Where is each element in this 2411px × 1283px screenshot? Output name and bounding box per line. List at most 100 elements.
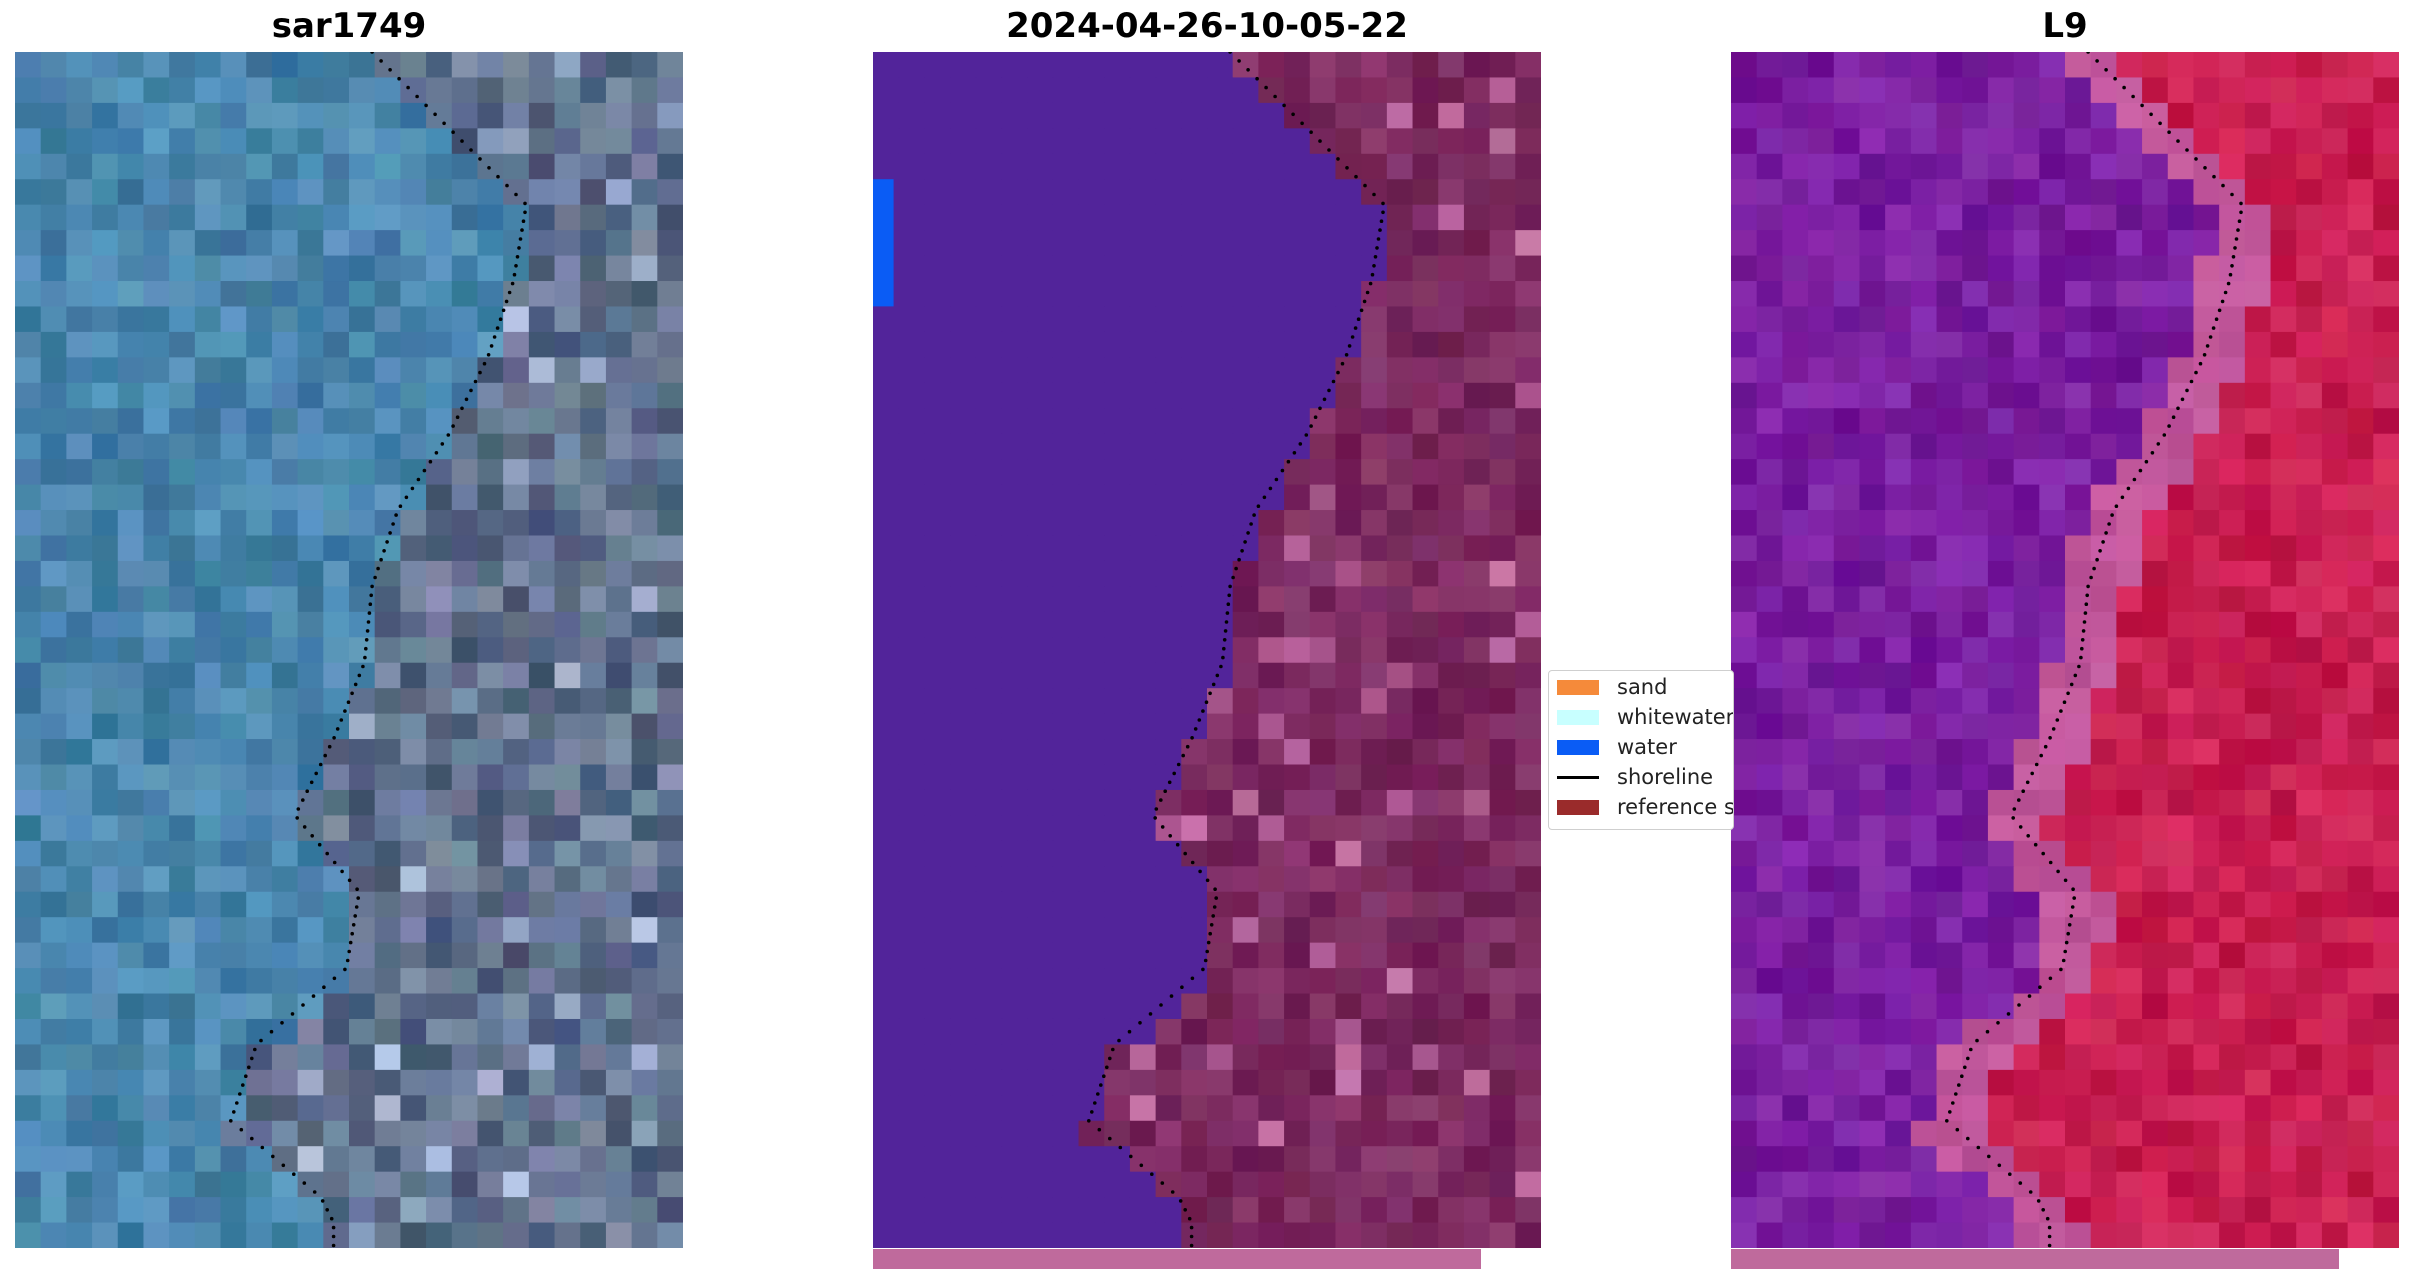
image-pixel	[1910, 484, 1938, 511]
image-pixel	[15, 281, 42, 308]
image-pixel	[220, 917, 247, 944]
image-pixel	[1489, 713, 1516, 740]
image-pixel	[1207, 459, 1234, 486]
image-pixel	[426, 179, 453, 206]
image-pixel	[2090, 459, 2117, 486]
shoreline-dot	[2047, 1234, 2052, 1239]
image-pixel	[194, 789, 222, 817]
image-pixel	[2142, 739, 2169, 766]
image-pixel	[297, 713, 324, 740]
image-pixel	[605, 1095, 633, 1122]
shoreline-dot	[1159, 1003, 1163, 1007]
image-pixel	[1936, 128, 1963, 155]
shoreline-dot	[394, 513, 398, 517]
image-pixel	[503, 1146, 530, 1173]
image-pixel	[66, 789, 93, 817]
image-pixel	[1001, 1018, 1028, 1046]
image-pixel	[15, 942, 42, 969]
image-pixel	[1463, 484, 1491, 511]
image-pixel	[924, 764, 951, 791]
image-pixel	[143, 586, 170, 613]
image-pixel	[1859, 815, 1886, 842]
image-pixel	[194, 917, 222, 944]
image-pixel	[657, 459, 683, 486]
image-pixel	[2244, 815, 2272, 842]
image-pixel	[1833, 942, 1861, 969]
image-pixel	[950, 408, 977, 435]
shoreline-dot	[2084, 602, 2089, 606]
image-pixel	[1782, 866, 1809, 893]
image-pixel	[143, 331, 170, 358]
image-pixel	[477, 510, 504, 537]
image-pixel	[1309, 968, 1337, 995]
image-pixel	[2347, 331, 2374, 358]
image-pixel	[2321, 637, 2349, 664]
image-pixel	[1808, 866, 1835, 893]
image-pixel	[1412, 815, 1439, 842]
shoreline-dot	[2107, 522, 2111, 526]
image-pixel	[1155, 77, 1182, 104]
image-pixel	[2039, 713, 2066, 740]
image-pixel	[1386, 789, 1414, 817]
image-pixel	[2321, 1197, 2349, 1224]
image-pixel	[66, 713, 93, 740]
shoreline-dot	[2039, 753, 2043, 758]
image-pixel	[657, 611, 683, 638]
image-pixel	[15, 840, 42, 867]
image-pixel	[1232, 433, 1259, 460]
image-pixel	[1361, 840, 1388, 867]
shoreline-dot	[2033, 842, 2038, 847]
image-pixel	[1258, 1146, 1285, 1173]
image-pixel	[2193, 815, 2220, 842]
image-pixel	[1207, 866, 1234, 893]
image-pixel	[1052, 840, 1080, 867]
image-pixel	[1129, 1095, 1157, 1122]
image-pixel	[1027, 789, 1054, 817]
image-pixel	[1052, 52, 1080, 79]
image-pixel	[1386, 968, 1414, 995]
image-pixel	[1361, 1146, 1388, 1173]
image-pixel	[1731, 764, 1758, 791]
image-pixel	[1782, 1069, 1809, 1096]
image-pixel	[349, 560, 376, 587]
image-pixel	[349, 1044, 376, 1071]
image-pixel	[1489, 1222, 1516, 1248]
shoreline-dot	[2194, 157, 2198, 161]
shoreline-dot	[1243, 540, 1247, 544]
image-pixel	[1833, 382, 1861, 409]
image-pixel	[323, 713, 350, 740]
image-pixel	[349, 1171, 376, 1198]
image-pixel	[1309, 611, 1337, 638]
image-pixel	[66, 77, 93, 104]
image-pixel	[1987, 77, 2015, 104]
image-pixel	[169, 739, 196, 766]
image-pixel	[2013, 611, 2040, 638]
image-pixel	[1936, 764, 1963, 791]
image-pixel	[2321, 230, 2349, 257]
shoreline-dot	[1185, 744, 1190, 749]
image-pixel	[1412, 611, 1439, 638]
shoreline-dot	[1356, 317, 1361, 322]
image-pixel	[1078, 357, 1105, 384]
image-pixel	[2193, 484, 2220, 511]
image-pixel	[2347, 484, 2374, 511]
shoreline-dot	[2077, 664, 2081, 669]
image-pixel	[2296, 1120, 2323, 1147]
image-pixel	[2142, 1146, 2169, 1173]
image-pixel	[1258, 255, 1285, 282]
image-pixel	[1258, 77, 1285, 104]
image-pixel	[451, 866, 479, 893]
image-pixel	[873, 153, 900, 180]
shoreline-dot	[2030, 771, 2034, 776]
image-pixel	[2142, 1044, 2169, 1071]
image-pixel	[1885, 866, 1912, 893]
image-pixel	[605, 891, 633, 918]
image-pixel	[580, 662, 607, 689]
image-pixel	[1232, 1146, 1259, 1173]
image-pixel	[1515, 815, 1541, 842]
image-pixel	[631, 357, 658, 384]
image-pixel	[2039, 1120, 2066, 1147]
image-pixel	[220, 1018, 247, 1046]
image-pixel	[2013, 204, 2040, 231]
image-pixel	[873, 586, 900, 613]
